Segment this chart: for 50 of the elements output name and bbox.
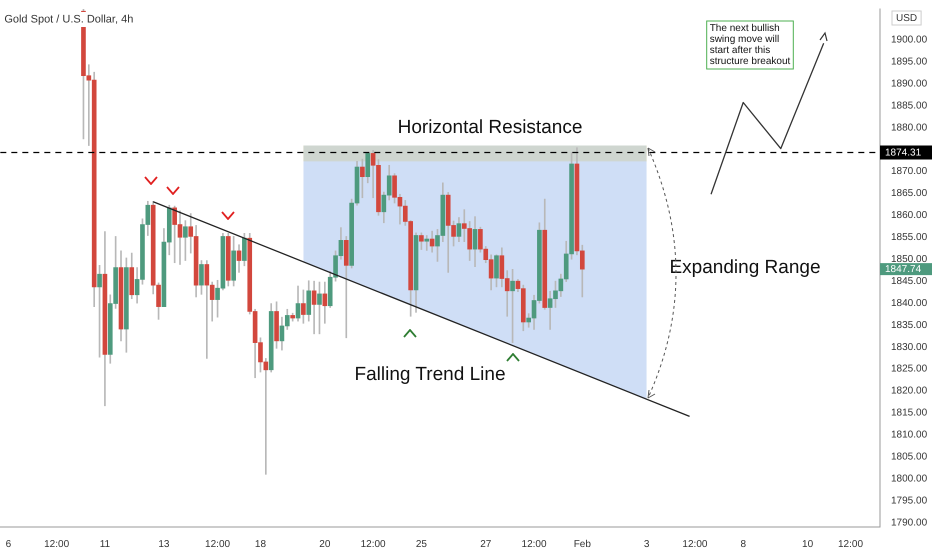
y-tick-label: 1855.00 bbox=[891, 232, 928, 244]
x-tick-label: 11 bbox=[100, 538, 111, 550]
x-tick-label: 8 bbox=[740, 538, 746, 550]
x-tick-label: 25 bbox=[416, 538, 428, 550]
candlestick bbox=[510, 268, 515, 343]
x-tick-label: 12:00 bbox=[522, 538, 547, 550]
y-tick-label: 1805.00 bbox=[891, 452, 928, 463]
y-tick-label: 1890.00 bbox=[891, 78, 928, 90]
x-tick-label: 12:00 bbox=[838, 538, 864, 550]
y-tick-label: 1790.00 bbox=[891, 517, 928, 528]
y-tick-label: 1895.00 bbox=[891, 56, 928, 68]
annotation: Expanding Range bbox=[669, 257, 821, 278]
x-tick-label: 20 bbox=[319, 538, 331, 550]
y-tick-label: 1900.00 bbox=[891, 34, 928, 46]
y-tick-label: 1860.00 bbox=[891, 210, 928, 222]
text: Gold Spot / U.S. Dollar, 4h bbox=[4, 14, 134, 26]
x-tick-label: 3 bbox=[644, 538, 650, 550]
candlestick bbox=[317, 282, 322, 334]
y-tick-label: 1870.00 bbox=[891, 166, 928, 178]
annotation: The next bullish swing move will start after this structure breakout bbox=[710, 22, 791, 67]
y-tick-label: 1835.00 bbox=[891, 320, 928, 331]
y-tick-label: 1795.00 bbox=[891, 495, 928, 506]
x-tick-label: 6 bbox=[6, 538, 12, 550]
x-tick-label: 12:00 bbox=[360, 538, 386, 550]
y-axis-title: USD bbox=[896, 12, 918, 24]
y-tick-label: 1850.00 bbox=[891, 254, 928, 265]
ref-line-label: 1874.31 bbox=[885, 147, 922, 158]
x-tick-label: 12:00 bbox=[44, 538, 70, 550]
x-tick-label: 27 bbox=[480, 538, 492, 550]
x-tick-label: 13 bbox=[158, 538, 170, 550]
candlestick bbox=[97, 265, 102, 358]
y-tick-label: 1830.00 bbox=[891, 342, 928, 353]
y-tick-label: 1800.00 bbox=[891, 473, 928, 484]
y-tick-label: 1865.00 bbox=[891, 188, 928, 200]
annotation: Falling Trend Line bbox=[354, 364, 506, 386]
x-tick-label: 12:00 bbox=[682, 538, 708, 550]
y-tick-label: 1815.00 bbox=[891, 408, 928, 419]
x-tick-label: 18 bbox=[254, 538, 266, 550]
y-tick-label: 1885.00 bbox=[891, 100, 928, 112]
annotation: Horizontal Resistance bbox=[398, 117, 582, 138]
y-tick-label: 1810.00 bbox=[891, 430, 928, 441]
x-tick-label: 12:00 bbox=[205, 538, 231, 550]
y-tick-label: 1840.00 bbox=[891, 298, 928, 309]
x-tick-label: Feb bbox=[574, 538, 592, 550]
y-tick-label: 1820.00 bbox=[891, 386, 928, 397]
x-tick-label: 10 bbox=[802, 538, 814, 550]
text: 1847.74 bbox=[885, 264, 922, 275]
y-tick-label: 1825.00 bbox=[891, 364, 928, 375]
y-tick-label: 1880.00 bbox=[891, 122, 928, 134]
y-tick-label: 1845.00 bbox=[891, 276, 928, 287]
